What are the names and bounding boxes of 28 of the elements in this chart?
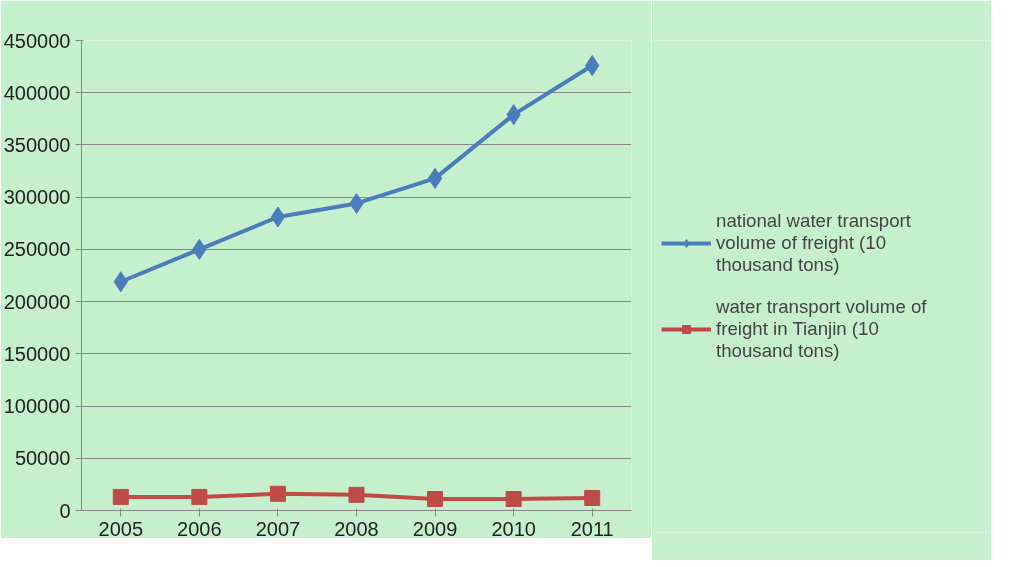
y-tick-label: 400000 [3, 81, 71, 104]
y-tick-label: 50000 [14, 447, 71, 470]
y-tick-label: 300000 [3, 186, 71, 209]
point [270, 206, 286, 228]
point [191, 488, 208, 505]
legend-label: national water transport volume of freight (10 thousand tons) [716, 210, 911, 276]
x-tick-label: 2011 [570, 517, 614, 540]
legend-label: water transport volume of freight in Tianjin (10 thousand tons) [716, 296, 927, 362]
point [584, 489, 601, 506]
point [112, 488, 129, 505]
y-tick-label: 200000 [3, 290, 71, 313]
point [269, 485, 286, 502]
x-tick-label: 2006 [177, 517, 222, 540]
x-tick-label: 2005 [98, 517, 144, 540]
point [348, 486, 365, 503]
y-tick-label: 250000 [3, 238, 71, 261]
y-tick-label: 100000 [3, 395, 71, 418]
y-tick-label: 0 [59, 499, 71, 522]
x-tick-label: 2007 [255, 517, 301, 540]
x-tick-label: 2009 [412, 517, 458, 540]
point [505, 491, 522, 508]
y-tick-label: 150000 [3, 342, 71, 365]
point [427, 491, 444, 508]
x-tick-label: 2008 [334, 517, 379, 540]
x-tick-label: 2010 [491, 517, 536, 540]
point [427, 167, 443, 189]
y-tick-label: 350000 [3, 133, 71, 156]
y-tick-label: 450000 [3, 29, 71, 52]
